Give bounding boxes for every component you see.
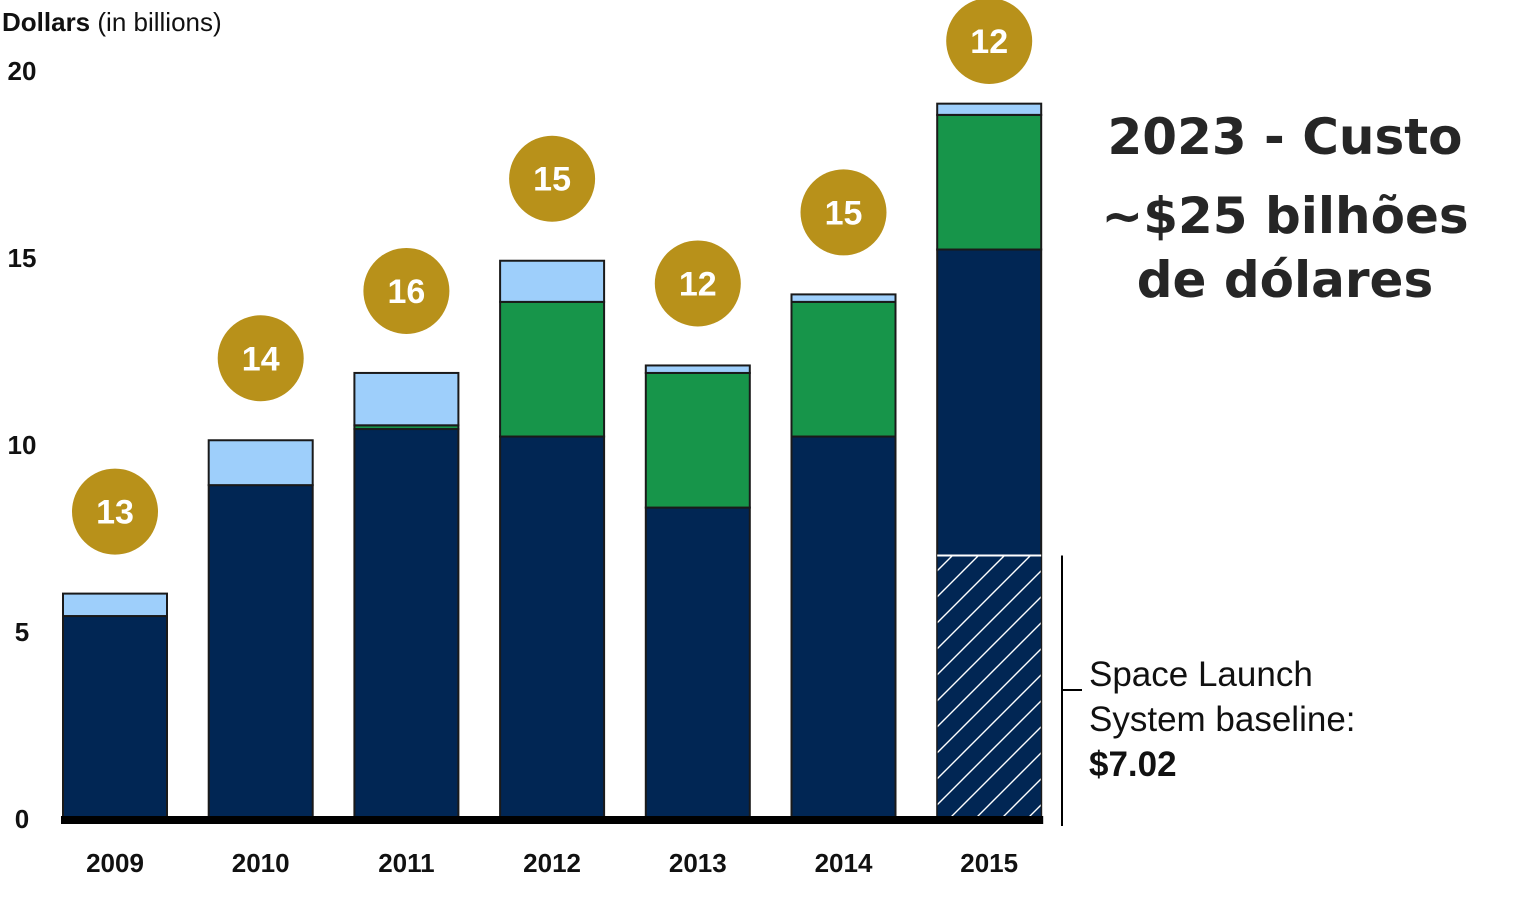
y-axis-ticks: 0 5 10 15 20 <box>8 56 37 834</box>
bar-segment <box>644 364 751 374</box>
bar-segment <box>644 506 751 819</box>
badge-circle <box>509 135 596 222</box>
bar-segment <box>207 439 314 487</box>
x-axis-ticks: 2009 2010 2011 2012 2013 2014 2015 <box>86 848 1018 878</box>
annotation-line-2: System baseline: <box>1089 700 1356 739</box>
x-tick-label: 2009 <box>86 848 144 878</box>
y-tick-label: 20 <box>8 56 37 86</box>
badge-label: 13 <box>96 494 134 532</box>
bar-segment <box>644 371 751 509</box>
x-tick-label: 2013 <box>669 848 727 878</box>
y-axis-title-bold: Dollars <box>2 7 90 37</box>
bar-segment <box>499 435 606 819</box>
hatched-baseline-segment <box>936 554 1042 819</box>
bar-segment <box>207 484 314 819</box>
bar-segment <box>790 435 897 819</box>
cost-note-line-3: de dólares <box>1137 251 1433 309</box>
bar-segment <box>353 428 460 819</box>
x-tick-label: 2015 <box>960 848 1018 878</box>
badge-label: 15 <box>533 161 571 199</box>
bar-segment <box>936 102 1043 116</box>
y-tick-label: 5 <box>15 617 29 647</box>
badge-circle <box>946 0 1033 84</box>
x-tick-label: 2014 <box>815 848 873 878</box>
baseline-annotation: Space Launch System baseline: $7.02 <box>1061 555 1356 826</box>
x-tick-label: 2011 <box>378 848 434 878</box>
bar-segment <box>62 592 168 618</box>
badge-circle <box>72 468 158 555</box>
badge-circle <box>654 240 741 327</box>
bar-segment <box>790 293 897 303</box>
bar-segment <box>936 113 1043 251</box>
annotation-line-1: Space Launch <box>1089 655 1313 694</box>
badge-label: 12 <box>970 23 1008 61</box>
cost-note: 2023 - Custo ~$25 bilhões de dólares <box>1101 108 1468 309</box>
bar-segment <box>499 259 606 303</box>
badge-circle <box>800 169 887 256</box>
badge-circle <box>217 315 304 402</box>
x-tick-label: 2010 <box>232 848 290 878</box>
y-tick-label: 10 <box>8 430 37 460</box>
value-badges: 13 14 16 15 12 15 12 <box>72 0 1033 555</box>
badge-circle <box>363 247 450 334</box>
bars <box>62 102 1043 819</box>
badge-label: 12 <box>679 265 717 303</box>
annotation-value: $7.02 <box>1089 745 1177 784</box>
cost-note-line-1: 2023 - Custo <box>1107 108 1462 166</box>
bar-segment <box>353 371 460 427</box>
badge-label: 15 <box>825 194 863 232</box>
y-tick-label: 15 <box>8 243 37 273</box>
badge-label: 14 <box>242 340 280 378</box>
cost-note-line-2: ~$25 bilhões <box>1101 187 1468 245</box>
bar-segment <box>790 300 897 438</box>
bar-segment <box>62 615 168 819</box>
x-tick-label: 2012 <box>523 848 581 878</box>
badge-label: 16 <box>387 273 425 311</box>
y-tick-label: 0 <box>15 804 29 834</box>
x-axis-baseline <box>61 816 1044 824</box>
bar-segment <box>499 300 606 438</box>
y-axis-title: Dollars (in billions) <box>2 7 222 37</box>
y-axis-title-unit: (in billions) <box>90 7 222 37</box>
